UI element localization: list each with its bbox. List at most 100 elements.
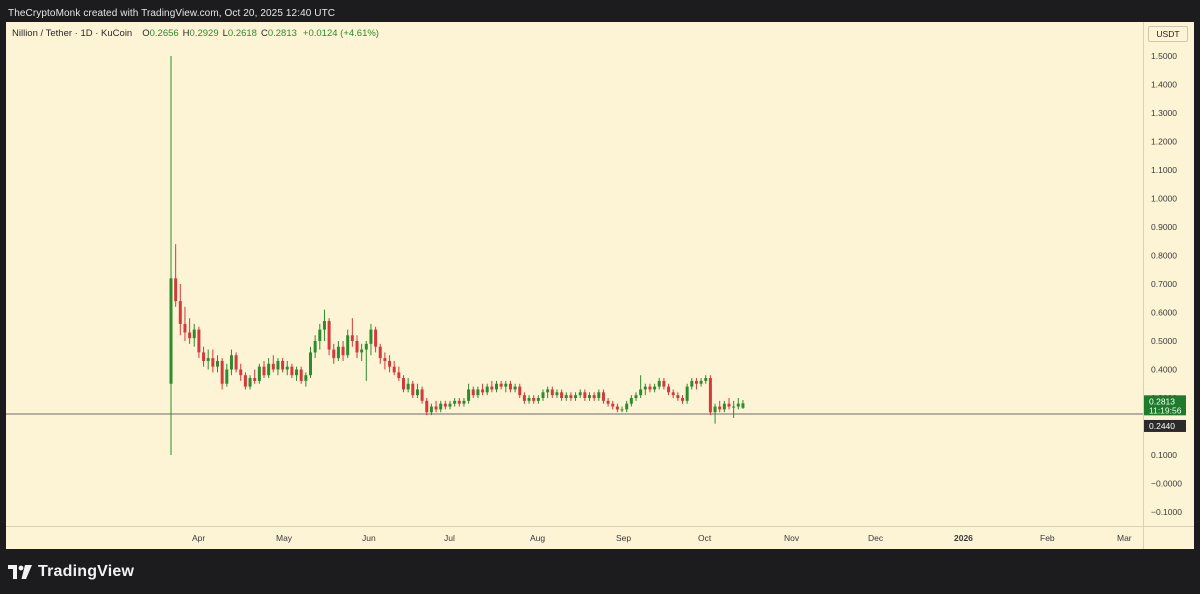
candle-body <box>467 389 471 401</box>
candle-body <box>676 395 680 398</box>
candle-body <box>481 389 485 393</box>
open-key: O <box>142 28 150 39</box>
candle-body <box>615 406 619 410</box>
candle-body <box>388 360 392 367</box>
y-tick-label: 1.5000 <box>1151 51 1177 61</box>
chart-credit: TheCryptoMonk created with TradingView.c… <box>8 8 336 19</box>
candle-body <box>369 329 373 344</box>
candle-body <box>304 375 308 381</box>
x-tick-label: Mar <box>1117 533 1132 543</box>
close-key: C <box>260 28 268 39</box>
x-tick-label: Nov <box>784 533 800 543</box>
candle-body <box>532 398 536 401</box>
symbol-label: Nillion / Tether · 1D · KuCoin <box>12 28 133 39</box>
candle-body <box>299 369 303 381</box>
footer: TradingView <box>8 562 134 582</box>
candle-body <box>690 380 694 387</box>
y-tick-label: 1.2000 <box>1151 137 1177 147</box>
candle-body <box>281 360 285 370</box>
candle-body <box>178 301 182 324</box>
y-tick-label: −0.0000 <box>1151 479 1182 489</box>
candle-body <box>527 398 531 401</box>
candle-body <box>592 395 596 398</box>
candle-body <box>327 321 331 350</box>
candle-body <box>653 386 657 390</box>
y-tick-label: 1.0000 <box>1151 194 1177 204</box>
candle-body <box>578 392 582 396</box>
candle-body <box>429 406 433 413</box>
candle-body <box>443 403 447 407</box>
time-axis-divider <box>6 526 1194 527</box>
candle-body <box>313 341 317 353</box>
candle-body <box>457 400 461 404</box>
chart-panel[interactable]: 1.5000 1.4000 1.3000 1.2000 1.1000 1.0000 0.90… <box>6 22 1194 549</box>
x-tick-label: Aug <box>530 533 545 543</box>
candle-body <box>364 343 368 350</box>
candle-body <box>267 363 271 376</box>
candle-body <box>699 380 703 384</box>
y-tick-label: −0.1000 <box>1151 507 1182 517</box>
candle-body <box>216 360 219 367</box>
candle-body <box>406 383 410 390</box>
candle-body <box>276 360 280 370</box>
candle-body <box>606 400 610 404</box>
candle-body <box>708 378 712 413</box>
y-tick-label: 0.8000 <box>1151 251 1177 261</box>
candle-body <box>169 278 173 384</box>
y-tick-label: 1.4000 <box>1151 80 1177 90</box>
candle-body <box>476 389 480 396</box>
candle-body <box>536 398 540 401</box>
currency-selector[interactable]: USDT <box>1148 26 1188 42</box>
candle-body <box>564 395 568 398</box>
candle-body <box>202 352 206 361</box>
candlestick-chart[interactable]: 1.5000 1.4000 1.3000 1.2000 1.1000 1.0000 0.90… <box>6 22 1194 549</box>
candle-body <box>504 383 508 387</box>
candle-body <box>448 403 452 407</box>
candle-body <box>499 383 503 387</box>
y-tick-label: 0.1000 <box>1151 450 1177 460</box>
candle-body <box>667 386 671 393</box>
line-price-value: 0.2440 <box>1149 421 1175 431</box>
high-value: 0.2929 <box>189 28 219 39</box>
candle-body <box>541 392 545 398</box>
x-tick-label: Jun <box>362 533 376 543</box>
candle-body <box>555 392 559 396</box>
candle-body <box>611 403 615 407</box>
candle-body <box>522 395 526 401</box>
candle-body <box>495 383 498 390</box>
candle-body <box>694 380 698 384</box>
candle-body <box>727 403 731 407</box>
candle-body <box>253 378 257 381</box>
last-price-tag <box>1144 395 1186 416</box>
price-axis-divider <box>1143 22 1144 549</box>
y-tick-label: 0.5000 <box>1151 336 1177 346</box>
candle-body <box>322 321 326 330</box>
candle-body <box>560 392 564 398</box>
candle-body <box>420 389 424 401</box>
candle-body <box>415 389 419 396</box>
candle-body <box>229 355 233 370</box>
x-tick-label: Jul <box>444 533 455 543</box>
candle-body <box>713 406 717 413</box>
change-value: +0.0124 (+4.61%) <box>302 28 379 39</box>
candle-body <box>722 403 726 410</box>
y-tick-label: 0.6000 <box>1151 308 1177 318</box>
candle-body <box>262 366 266 376</box>
candle-body <box>434 406 438 410</box>
candle-body <box>197 329 201 353</box>
candle-body <box>546 389 550 393</box>
candle-body <box>620 409 624 411</box>
candle-body <box>634 395 638 398</box>
y-tick-label: 0.9000 <box>1151 222 1177 232</box>
candle-body <box>392 366 396 373</box>
candle-body <box>508 383 512 390</box>
candle-body <box>355 341 359 353</box>
candle-countdown: 11:19:56 <box>1149 405 1182 415</box>
candle-body <box>736 403 740 407</box>
candle-body <box>471 389 475 396</box>
candle-body <box>192 329 196 339</box>
chart-legend: Nillion / Tether · 1D · KuCoin O 0.2656 H… <box>12 28 379 39</box>
candle-body <box>485 386 489 393</box>
candle-body <box>732 406 736 408</box>
candle-body <box>295 369 299 376</box>
